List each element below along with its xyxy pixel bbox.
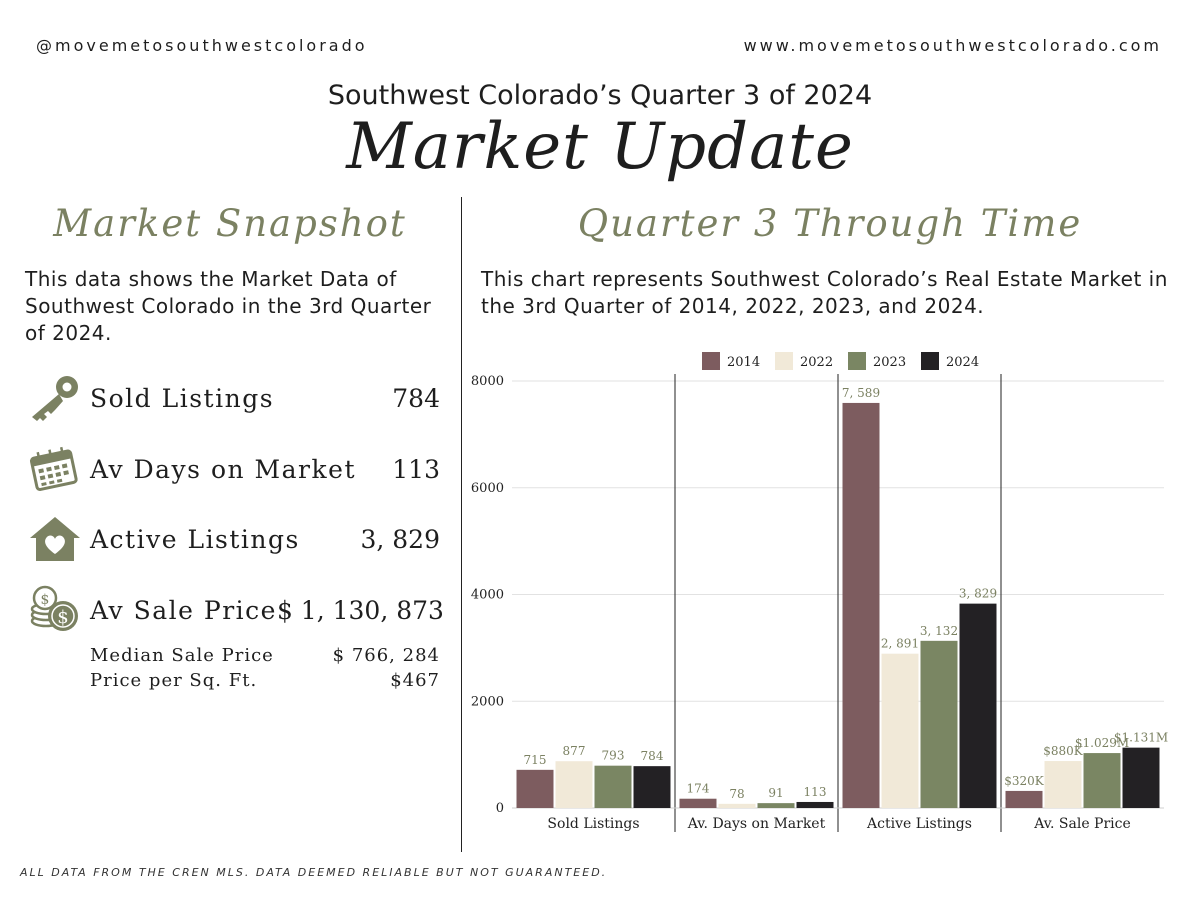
- data-label: 2, 891: [881, 637, 919, 651]
- y-tick-label: 8000: [471, 374, 504, 389]
- legend-swatch: [921, 352, 939, 370]
- substat-price-per-sqft: Price per Sq. Ft. $467: [90, 670, 440, 691]
- bar-2022: [718, 803, 756, 808]
- stat-days-on-market: Av Days on Market 113: [28, 444, 440, 494]
- legend-swatch: [775, 352, 793, 370]
- data-label: 877: [563, 744, 586, 758]
- legend-label: 2024: [946, 355, 979, 370]
- data-label: 91: [768, 786, 783, 800]
- stat-value: $ 1, 130, 873: [276, 595, 444, 625]
- page-subtitle: Southwest Colorado’s Quarter 3 of 2024: [327, 80, 873, 111]
- x-category-label: Av. Sale Price: [1033, 816, 1131, 832]
- bar-2023: [594, 765, 632, 808]
- quarter3-bar-chart: 0 2000 4000 6000 8000 715 877 793 784 Sold Listin…: [471, 352, 1168, 832]
- bar-2024: [796, 801, 834, 808]
- snapshot-heading: Market Snapshot: [53, 202, 407, 245]
- substat-median-sale-price: Median Sale Price $ 766, 284: [90, 645, 440, 666]
- substat-value: $467: [390, 670, 440, 691]
- data-label: 715: [524, 753, 547, 767]
- website-link[interactable]: www.movemetosouthwestcolorado.com: [743, 36, 1162, 55]
- snapshot-description: This data shows the Market Data of South…: [25, 267, 432, 345]
- data-label: 7, 589: [842, 386, 880, 400]
- substat-label: Median Sale Price: [90, 645, 274, 666]
- legend-label: 2022: [800, 355, 833, 370]
- substat-value: $ 766, 284: [332, 645, 440, 666]
- substat-label: Price per Sq. Ft.: [90, 670, 258, 691]
- bar-2023: [1083, 753, 1121, 808]
- bar-2023: [920, 640, 958, 808]
- stat-sale-price: $ $ Av Sale Price $ 1, 130, 873: [28, 585, 444, 635]
- data-label: 78: [729, 787, 744, 801]
- stat-value: 3, 829: [360, 524, 440, 554]
- bar-2022: [881, 653, 919, 808]
- legend-label: 2014: [727, 355, 760, 370]
- data-label: 174: [687, 782, 710, 796]
- data-label: 793: [602, 749, 625, 763]
- svg-text:$: $: [57, 607, 68, 628]
- data-label: $880K: [1043, 744, 1084, 758]
- stat-active-listings: Active Listings 3, 829: [28, 514, 440, 564]
- svg-text:$: $: [41, 592, 50, 608]
- y-tick-label: 4000: [471, 588, 504, 603]
- stat-sold-listings: Sold Listings 784: [28, 373, 440, 423]
- data-label: 3, 829: [959, 587, 997, 601]
- key-icon: [32, 376, 78, 421]
- bar-2014: [516, 769, 554, 808]
- stat-label: Active Listings: [90, 524, 300, 554]
- house-heart-icon: [30, 517, 80, 561]
- legend-label: 2023: [873, 355, 906, 370]
- x-category-label: Av. Days on Market: [687, 816, 826, 832]
- bar-2022: [555, 761, 593, 808]
- data-label: 3, 132: [920, 624, 958, 638]
- page-title: Market Update: [346, 110, 854, 184]
- footnote: ALL DATA FROM THE CREN MLS. DATA DEEMED …: [20, 866, 608, 879]
- instagram-handle: @movemetosouthwestcolorado: [36, 36, 368, 55]
- column-divider: [461, 197, 462, 852]
- through-time-heading: Quarter 3 Through Time: [577, 202, 1083, 245]
- legend-swatch: [702, 352, 720, 370]
- bar-2014: [679, 798, 717, 808]
- data-label: 784: [641, 749, 664, 763]
- bar-2024: [1122, 747, 1160, 808]
- data-label: $1.029M: [1075, 736, 1129, 750]
- stat-label: Av Sale Price: [90, 595, 277, 625]
- y-tick-label: 6000: [471, 481, 504, 496]
- y-tick-label: 0: [496, 801, 504, 816]
- x-category-label: Sold Listings: [547, 816, 639, 832]
- bar-2022: [1044, 761, 1082, 808]
- bar-2014: [1005, 790, 1043, 808]
- y-tick-label: 2000: [471, 694, 504, 709]
- stat-value: 784: [392, 383, 440, 413]
- coins-icon: $ $: [30, 585, 78, 631]
- stat-value: 113: [392, 454, 440, 484]
- calendar-icon: [29, 446, 78, 491]
- data-label: $1.131M: [1114, 731, 1168, 745]
- stat-label: Sold Listings: [90, 383, 275, 413]
- legend-swatch: [848, 352, 866, 370]
- bar-2024: [959, 603, 997, 808]
- bar-2014: [842, 402, 880, 808]
- data-label: $320K: [1004, 774, 1045, 788]
- bar-2024: [633, 766, 671, 808]
- x-category-label: Active Listings: [866, 816, 972, 832]
- bar-2023: [757, 803, 795, 808]
- data-label: 113: [804, 785, 827, 799]
- through-time-description: This chart represents Southwest Colorado…: [481, 267, 1168, 318]
- stat-label: Av Days on Market: [90, 454, 357, 484]
